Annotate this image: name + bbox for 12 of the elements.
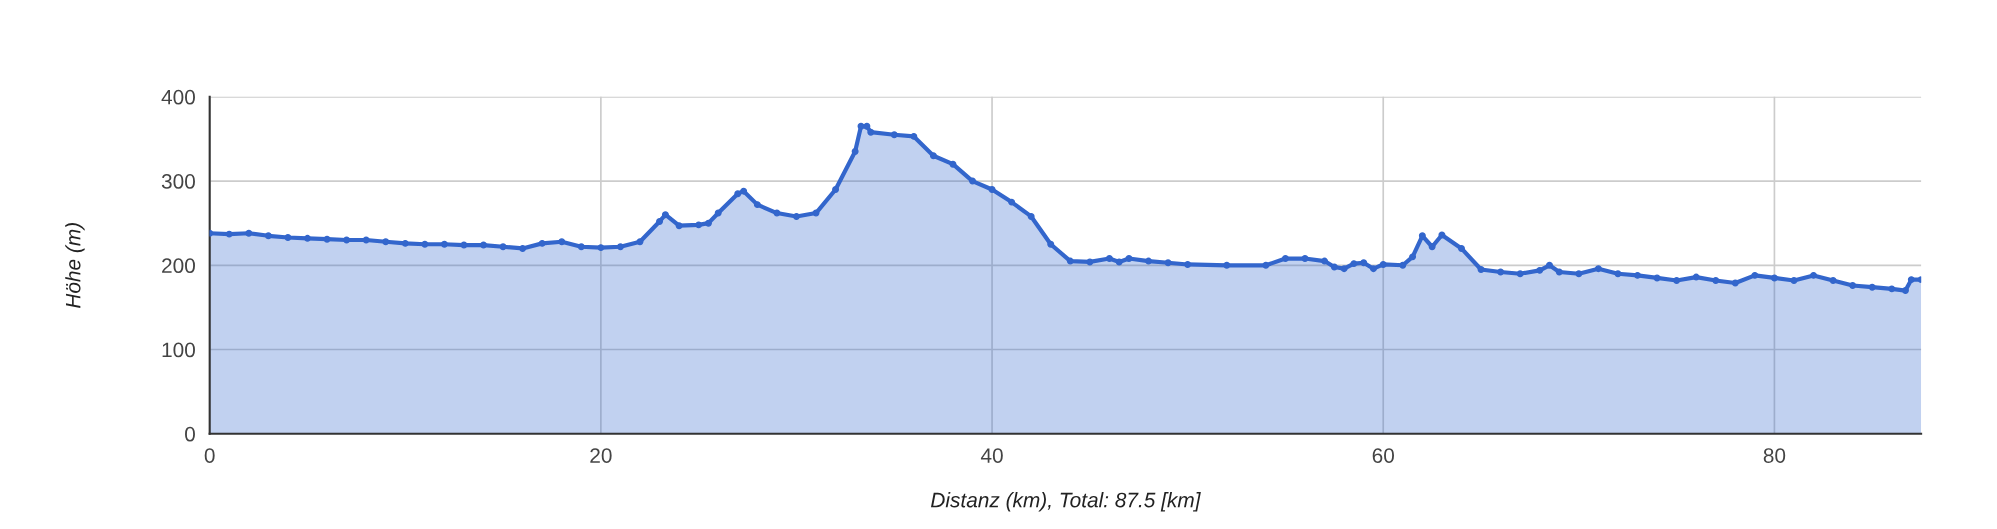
x-tick-label: 20	[590, 448, 612, 463]
y-tick-label: 300	[161, 174, 195, 189]
x-tick-label: 80	[1763, 448, 1786, 463]
y-axis-title: Höhe (m)	[65, 223, 85, 309]
y-tick-label: 400	[161, 89, 195, 105]
y-tick-label: 200	[162, 258, 195, 274]
y-tick-label: 100	[162, 342, 195, 358]
x-axis-title: Distanz (km), Total: 87.5 [km]	[930, 492, 1201, 512]
y-tick-label: 0	[185, 426, 195, 442]
x-tick-label: 60	[1372, 448, 1395, 463]
x-tick-label: 0	[204, 448, 215, 463]
x-tick-label: 40	[980, 448, 1003, 463]
